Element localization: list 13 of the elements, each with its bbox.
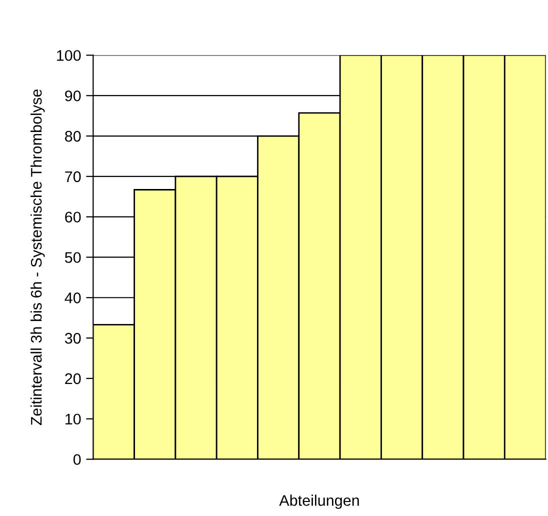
y-tick-label: 20 <box>65 373 81 384</box>
y-tick-label: 80 <box>65 130 81 142</box>
y-tick-label: 0 <box>73 454 81 465</box>
y-tick-label: 30 <box>64 332 81 344</box>
y-tick-label: 70 <box>65 171 81 182</box>
y-axis-title: Zeitintervall 3h bis 6h - Systemische Thrombolyse <box>30 89 45 426</box>
y-tick-label: 60 <box>65 212 81 223</box>
y-tick-label: 90 <box>65 90 81 102</box>
y-tick-label: 50 <box>64 252 81 263</box>
y-tick-label: 100 <box>57 50 81 61</box>
y-tick-label: 40 <box>64 292 81 304</box>
x-axis-title: Abteilungen <box>279 494 359 509</box>
y-tick-label: 10 <box>66 414 81 425</box>
